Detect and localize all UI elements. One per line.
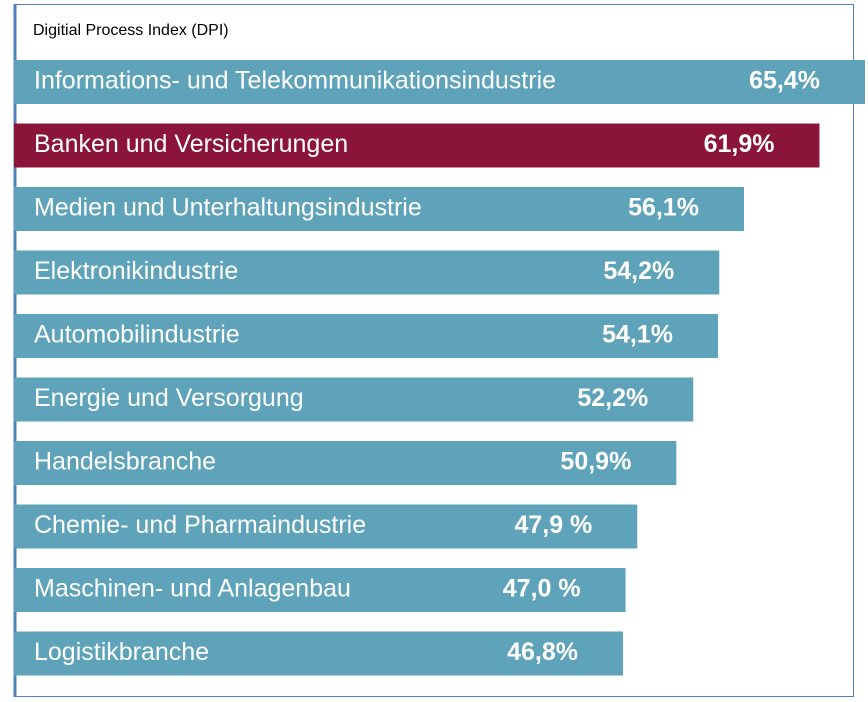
category-label: Elektronikindustrie xyxy=(34,257,238,285)
category-label: Banken und Versicherungen xyxy=(34,130,348,158)
value-label: 46,8% xyxy=(507,638,578,666)
bar xyxy=(14,504,638,549)
category-label: Handelsbranche xyxy=(34,448,216,476)
bar xyxy=(14,441,677,485)
bar xyxy=(14,631,623,676)
value-label: 56,1% xyxy=(628,194,699,222)
value-label: 54,2% xyxy=(603,257,674,285)
value-label: 61,9% xyxy=(704,130,775,158)
bar xyxy=(14,568,626,612)
category-label: Maschinen- und Anlagenbau xyxy=(34,575,351,603)
bar xyxy=(14,377,694,422)
value-label: 54,1% xyxy=(602,321,673,349)
category-label: Logistikbranche xyxy=(34,638,209,666)
value-label: 47,0 % xyxy=(503,575,581,603)
bar xyxy=(14,250,720,295)
category-label: Chemie- und Pharmaindustrie xyxy=(34,511,366,539)
bar xyxy=(14,314,718,358)
category-label: Informations- und Telekommunikationsindu… xyxy=(34,67,556,95)
bar xyxy=(14,123,820,168)
category-label: Medien und Unterhaltungsindustrie xyxy=(34,194,422,222)
category-label: Automobilindustrie xyxy=(34,321,240,349)
category-label: Energie und Versorgung xyxy=(34,384,304,412)
value-label: 65,4% xyxy=(749,67,820,95)
chart-title: Digitial Process Index (DPI) xyxy=(33,22,229,39)
bar xyxy=(14,187,744,231)
value-label: 52,2% xyxy=(577,384,648,412)
bar xyxy=(14,60,865,104)
value-label: 50,9% xyxy=(560,448,631,476)
value-label: 47,9 % xyxy=(514,511,592,539)
